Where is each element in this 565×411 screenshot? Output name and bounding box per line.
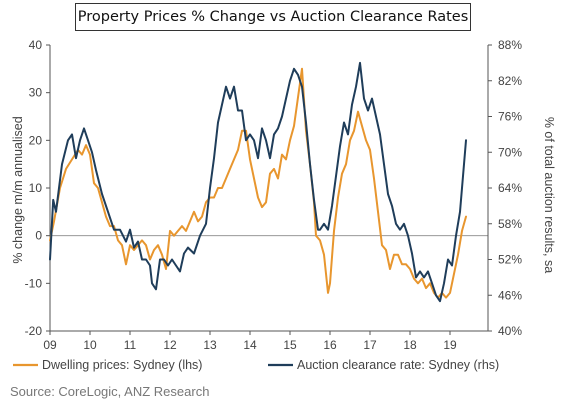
y-axis-right-label: % of total auction results, sa: [542, 117, 556, 273]
x-tick-label: 09: [43, 338, 57, 352]
series-lines: [49, 61, 467, 303]
y-left-tick-label: -20: [25, 324, 43, 338]
y-left-tick-label: -10: [25, 276, 43, 290]
legend-label: Dwelling prices: Sydney (lhs): [42, 358, 202, 372]
legend-label: Auction clearance rate: Sydney (rhs): [297, 358, 499, 372]
x-tick-label: 11: [124, 338, 137, 352]
y-right-tick-label: 70%: [498, 145, 522, 159]
y-left-tick-label: 40: [29, 38, 43, 52]
y-right-tick-label: 82%: [498, 74, 522, 88]
x-tick-label: 18: [403, 338, 417, 352]
y-axis-left-label: % change m/m annualised: [11, 116, 25, 263]
y-right-tick-label: 76%: [498, 110, 522, 124]
x-tick-label: 16: [323, 338, 337, 352]
y-left-tick-label: 0: [35, 229, 42, 243]
tick-labels: -20 -10 0 10 20 30 40 40% 46% 52% 58% 64% 70% 76% 82% 8…: [25, 38, 523, 352]
series-line-auction-clearance: [49, 61, 467, 303]
x-tick-label: 12: [163, 338, 177, 352]
y-right-tick-label: 88%: [498, 38, 522, 52]
x-tick-label: 14: [243, 338, 257, 352]
x-tick-label: 15: [283, 338, 297, 352]
y-right-tick-label: 52%: [498, 253, 522, 267]
y-right-tick-label: 46%: [498, 288, 522, 302]
x-tick-label: 17: [363, 338, 377, 352]
x-tick-label: 13: [203, 338, 217, 352]
y-right-tick-label: 58%: [498, 217, 522, 231]
legend: Dwelling prices: Sydney (lhs) Auction cle…: [13, 358, 499, 372]
y-right-tick-label: 40%: [498, 324, 522, 338]
y-right-tick-label: 64%: [498, 181, 522, 195]
x-tick-label: 10: [83, 338, 97, 352]
source-note: Source: CoreLogic, ANZ Research: [10, 384, 210, 399]
axes: [46, 44, 492, 335]
y-left-tick-label: 30: [29, 86, 43, 100]
y-left-tick-label: 10: [29, 181, 43, 195]
y-left-tick-label: 20: [29, 133, 43, 147]
chart-title: Property Prices % Change vs Auction Clea…: [75, 3, 471, 31]
x-tick-label: 19: [443, 338, 457, 352]
series-line-dwelling-prices: [49, 67, 467, 299]
